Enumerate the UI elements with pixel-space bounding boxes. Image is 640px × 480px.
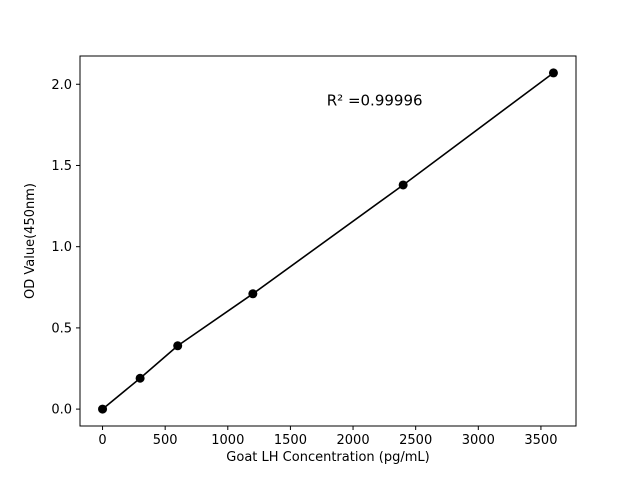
y-tick-label: 1.5 [51, 159, 72, 174]
y-tick-label: 1.0 [51, 240, 72, 255]
data-point-marker [98, 404, 108, 414]
data-point-marker [248, 289, 258, 299]
x-tick-label: 3000 [462, 433, 495, 448]
data-point-marker [173, 341, 183, 351]
y-tick-label: 0.5 [51, 321, 72, 336]
y-axis-label: OD Value(450nm) [23, 183, 38, 299]
x-tick-label: 3500 [524, 433, 557, 448]
x-tick-label: 1000 [211, 433, 244, 448]
x-tick-label: 2500 [399, 433, 432, 448]
fit-line [101, 72, 555, 410]
x-tick-label: 500 [153, 433, 178, 448]
data-point-marker [398, 180, 408, 190]
data-point-marker [548, 68, 558, 78]
x-axis-label: Goat LH Concentration (pg/mL) [226, 450, 429, 465]
y-tick-label: 0.0 [51, 403, 72, 418]
r-squared-annotation: R² =0.99996 [327, 91, 423, 109]
plot-area-border [79, 55, 577, 427]
y-tick-label: 2.0 [51, 78, 72, 93]
data-point-marker [135, 373, 145, 383]
x-tick-label: 1500 [274, 433, 307, 448]
x-tick-label: 0 [98, 433, 106, 448]
x-tick-label: 2000 [337, 433, 370, 448]
